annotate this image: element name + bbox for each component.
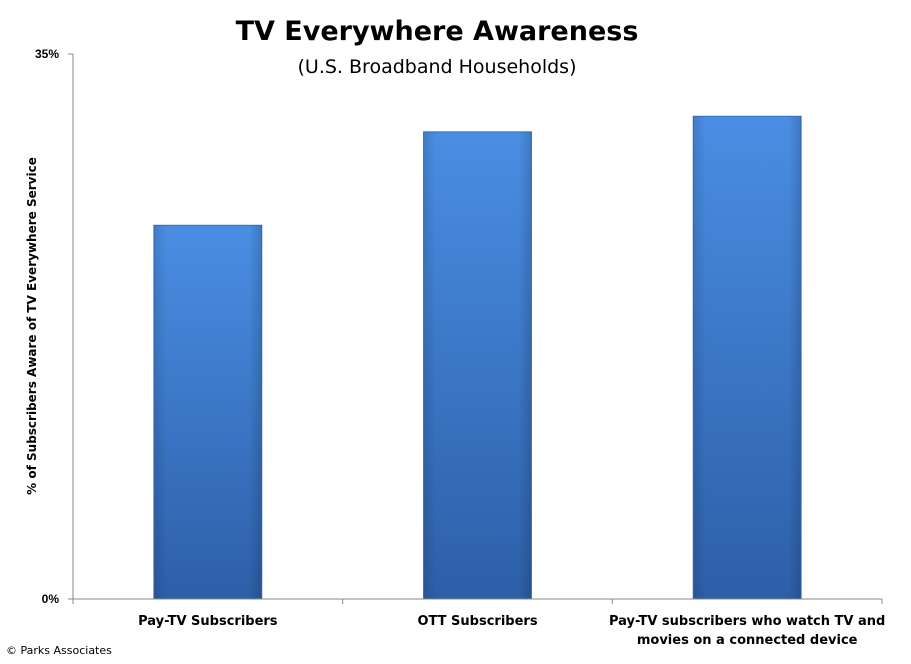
- bar-3-shade: [693, 116, 802, 600]
- bar-1-shade: [153, 225, 262, 600]
- bar-2-shade: [423, 131, 532, 599]
- y-axis-label: % of Subscribers Aware of TV Everywhere …: [25, 157, 39, 495]
- y-tick-label-1: 35%: [35, 47, 59, 61]
- x-ticks-group: Pay-TV Subscribers OTT Subscribers Pay-TV …: [72, 599, 885, 648]
- y-ticks-group: 0% 35%: [35, 47, 73, 606]
- chart-title: TV Everywhere Awareness: [236, 16, 639, 47]
- x-tick-label-3: Pay-TV subscribers who watch TV and movie…: [609, 614, 885, 648]
- bars-group: [153, 115, 802, 600]
- x-tick-label-1: Pay-TV Subscribers: [138, 614, 278, 629]
- x-tick-label-2: OTT Subscribers: [417, 614, 537, 629]
- y-tick-label-0: 0%: [42, 592, 60, 606]
- chart-subtitle: (U.S. Broadband Households): [298, 56, 577, 78]
- copyright-credit: © Parks Associates: [6, 644, 112, 657]
